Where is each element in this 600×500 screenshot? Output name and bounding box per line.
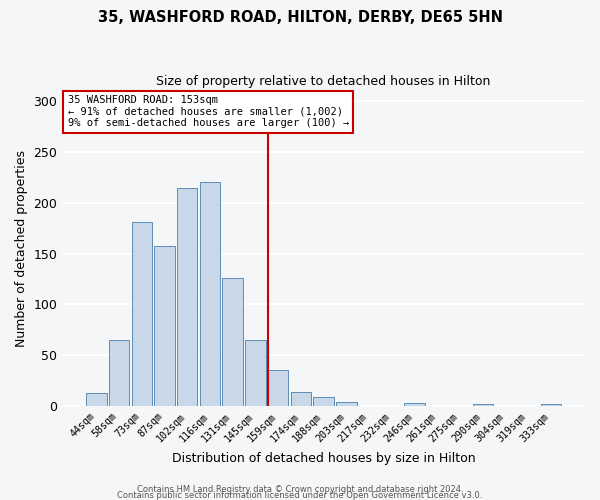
- Bar: [154, 246, 175, 406]
- Y-axis label: Number of detached properties: Number of detached properties: [15, 150, 28, 347]
- Bar: [131, 222, 152, 406]
- Bar: [313, 397, 334, 406]
- Bar: [109, 340, 129, 406]
- Bar: [223, 278, 243, 406]
- X-axis label: Distribution of detached houses by size in Hilton: Distribution of detached houses by size …: [172, 452, 475, 465]
- Bar: [404, 403, 425, 406]
- Bar: [473, 404, 493, 406]
- Bar: [245, 340, 266, 406]
- Bar: [336, 402, 356, 406]
- Text: 35 WASHFORD ROAD: 153sqm
← 91% of detached houses are smaller (1,002)
9% of semi: 35 WASHFORD ROAD: 153sqm ← 91% of detach…: [68, 96, 349, 128]
- Text: Contains HM Land Registry data © Crown copyright and database right 2024.: Contains HM Land Registry data © Crown c…: [137, 484, 463, 494]
- Bar: [200, 182, 220, 406]
- Bar: [177, 188, 197, 406]
- Bar: [290, 392, 311, 406]
- Bar: [86, 393, 107, 406]
- Bar: [268, 370, 289, 406]
- Title: Size of property relative to detached houses in Hilton: Size of property relative to detached ho…: [157, 75, 491, 88]
- Text: 35, WASHFORD ROAD, HILTON, DERBY, DE65 5HN: 35, WASHFORD ROAD, HILTON, DERBY, DE65 5…: [97, 10, 503, 25]
- Text: Contains public sector information licensed under the Open Government Licence v3: Contains public sector information licen…: [118, 490, 482, 500]
- Bar: [541, 404, 561, 406]
